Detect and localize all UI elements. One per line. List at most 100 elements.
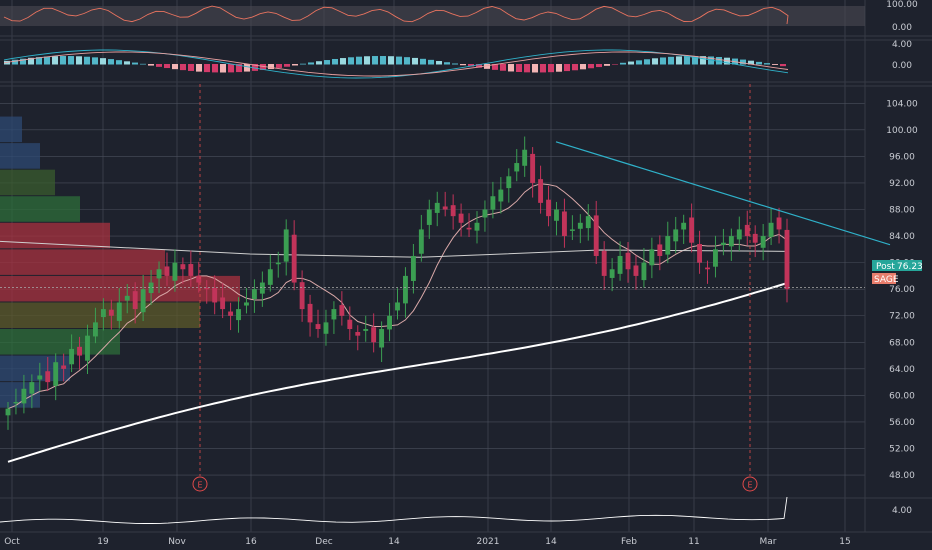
macd-histogram-bar [452, 63, 458, 65]
macd-histogram-bar [428, 59, 434, 65]
macd-histogram-bar [20, 58, 26, 65]
macd-histogram-bar [124, 61, 130, 65]
macd-histogram-bar [188, 64, 194, 71]
bottom-indicator-line [0, 496, 788, 524]
candle-body [466, 227, 472, 230]
macd-histogram-bar [620, 62, 626, 65]
macd-histogram-bar [292, 64, 298, 66]
candle-body [267, 269, 273, 285]
rsi-line [3, 5, 789, 25]
price-tick-label: 96.00 [889, 152, 915, 162]
macd-histogram-bar [780, 64, 786, 67]
macd-histogram-bar [300, 63, 306, 65]
candle-body [657, 244, 663, 256]
macd-histogram-bar [580, 64, 586, 70]
candle-body [45, 371, 51, 383]
price-tick-label: 88.00 [889, 206, 915, 216]
candle-body [442, 206, 448, 210]
candle-body [434, 202, 440, 213]
candle-body [140, 289, 146, 313]
candle-body [236, 309, 241, 321]
candle-body [577, 222, 583, 229]
price-tick-label: 60.00 [889, 391, 915, 401]
macd-histogram-bar [460, 64, 466, 66]
candle-body [315, 324, 321, 330]
bottom-indicator-pane [0, 496, 788, 524]
macd-histogram-bar [684, 56, 690, 65]
macd-histogram-bar [444, 62, 450, 65]
candle-body [617, 255, 623, 274]
macd-histogram-bar [660, 57, 666, 65]
macd-histogram-bar [628, 61, 634, 65]
macd-histogram-bar [644, 59, 650, 65]
price-tick-label: 64.00 [889, 365, 915, 375]
macd-histogram-bar [388, 56, 394, 65]
macd-histogram-bar [180, 64, 186, 71]
candle-body [69, 348, 75, 365]
macd-line [3, 49, 789, 79]
bottom-pane-tick-label: 4.00 [892, 506, 912, 516]
macd-histogram-bar [476, 64, 482, 68]
candle-body [29, 382, 35, 394]
candle-body [450, 205, 456, 217]
earnings-label: E [197, 481, 202, 490]
macd-histogram-bar [652, 58, 658, 65]
candle-body [220, 297, 226, 310]
price-tick-label: 100.00 [886, 126, 918, 136]
price-axis: 104.00100.0096.0092.0088.0084.0080.0076.… [886, 0, 918, 516]
macd-histogram-bar [340, 58, 346, 65]
time-tick-label: Nov [168, 537, 186, 547]
macd-histogram-bar [276, 64, 282, 68]
macd-histogram-bar [252, 64, 258, 71]
candle-body [490, 196, 496, 210]
candle-body [212, 288, 218, 303]
candle-body [204, 287, 210, 290]
macd-histogram-bar [204, 64, 210, 73]
macd-histogram-bar [524, 64, 530, 73]
macd-histogram-bar [364, 56, 370, 65]
candle-body [554, 209, 559, 221]
volume-profile-bar [0, 143, 40, 169]
short-moving-average [7, 183, 788, 410]
macd-histogram-bar [316, 61, 322, 65]
macd-histogram-bar [12, 59, 18, 65]
candle-body [244, 302, 249, 306]
time-tick-label: 15 [839, 537, 850, 547]
macd-histogram-bar [108, 59, 114, 65]
price-tick-label: 104.00 [886, 99, 918, 109]
candle-body [339, 305, 345, 316]
volume-profile-bar [0, 329, 120, 355]
volume-profile-bar [0, 169, 55, 196]
candle-body [13, 402, 19, 404]
candle-body [681, 222, 687, 230]
macd-histogram-bar [588, 64, 594, 69]
price-tick-label: 92.00 [889, 179, 915, 189]
candle-body [474, 222, 480, 231]
macd-histogram-bar [100, 58, 106, 65]
candle-body [744, 224, 750, 237]
candle-body [713, 249, 718, 267]
macd-histogram-bar [668, 56, 674, 65]
candle-body [100, 309, 106, 318]
macd-histogram-bar [516, 64, 522, 72]
candle-body [323, 322, 329, 334]
macd-histogram-bar [740, 59, 746, 65]
candle-body [426, 209, 432, 225]
candle-body [697, 243, 703, 263]
time-tick-label: 16 [245, 537, 257, 547]
candle-body [331, 309, 337, 320]
time-tick-label: 14 [388, 537, 400, 547]
time-tick-label: Oct [4, 537, 20, 547]
candle-body [498, 189, 504, 202]
candle-body [395, 302, 400, 311]
macd-histogram-bar [116, 60, 122, 65]
macd-histogram-bar [356, 56, 362, 65]
candle-body [410, 255, 416, 281]
volume-profile-bar [0, 275, 240, 302]
candle-body [363, 329, 369, 331]
candle-body [108, 309, 114, 316]
macd-tick-label: 0.00 [892, 61, 912, 71]
macd-histogram-bar [212, 64, 218, 73]
macd-histogram-bar [708, 56, 714, 65]
